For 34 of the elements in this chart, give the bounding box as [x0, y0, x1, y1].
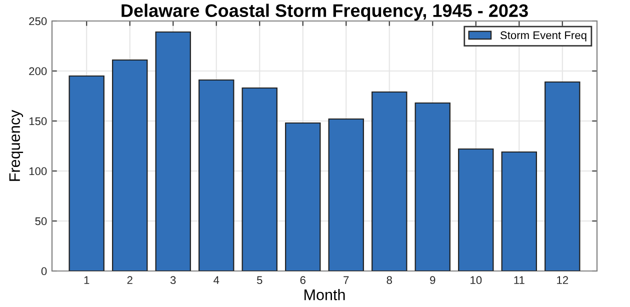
x-tick-label: 5	[256, 276, 262, 284]
y-tick-label: 100	[29, 167, 47, 176]
bar	[112, 59, 148, 271]
chart-title: Delaware Coastal Storm Frequency, 1945 - 2023	[122, 4, 528, 21]
bar	[372, 91, 408, 271]
bar	[414, 102, 450, 271]
bar	[155, 31, 191, 271]
y-tick-label: 0	[41, 267, 47, 276]
bar	[544, 81, 580, 271]
x-tick-label: 12	[557, 276, 568, 284]
x-tick-label: 1	[84, 276, 90, 284]
x-tick-label: 4	[214, 276, 220, 284]
x-tick-label: 9	[430, 276, 436, 284]
bar	[68, 75, 104, 271]
x-tick-label: 10	[470, 276, 482, 284]
x-tick-label: 3	[170, 276, 176, 284]
x-tick-label: 7	[344, 276, 349, 284]
x-tick-label: 8	[386, 276, 392, 284]
y-tick-label: 250	[29, 17, 47, 26]
bar	[458, 148, 494, 271]
bar	[285, 122, 321, 271]
bar	[198, 79, 234, 271]
x-tick-label: 6	[300, 276, 306, 284]
y-tick-label: 50	[35, 217, 47, 226]
bar	[328, 118, 364, 271]
x-tick-label: 11	[514, 276, 524, 284]
bar	[242, 87, 278, 271]
x-tick-label: 2	[127, 276, 132, 284]
y-axis-title: Frequency	[9, 110, 24, 181]
legend-label: Storm Event Freq	[500, 31, 586, 42]
y-tick-label: 150	[29, 117, 47, 126]
x-axis-title: Month	[304, 288, 345, 300]
y-tick-label: 200	[29, 67, 47, 76]
bar	[501, 151, 537, 271]
